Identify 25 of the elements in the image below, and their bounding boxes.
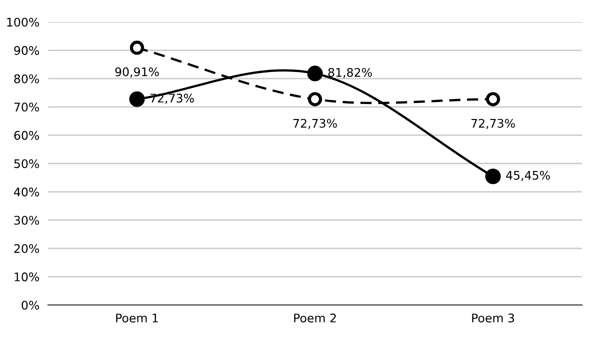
data-label: 81,82% <box>328 68 372 78</box>
point <box>485 168 501 184</box>
x-tick-label: Poem 2 <box>294 314 336 322</box>
y-tick-label: 10% <box>14 272 40 282</box>
point <box>307 66 323 82</box>
y-tick-label: 90% <box>14 46 40 55</box>
point <box>129 91 145 107</box>
x-tick-label: Poem 1 <box>116 314 158 322</box>
y-tick-label: 50% <box>14 159 40 168</box>
y-tick-label: 100% <box>7 18 40 27</box>
data-label: 90,91% <box>115 67 159 78</box>
point <box>130 40 144 55</box>
y-tick-label: 0% <box>22 300 40 310</box>
y-tick-label: 30% <box>14 216 40 225</box>
point <box>308 92 322 106</box>
y-tick-label: 40% <box>14 188 40 196</box>
y-tick-label: 60% <box>14 130 40 140</box>
data-label: 72,73% <box>471 118 515 129</box>
y-tick-label: 70% <box>14 102 40 112</box>
y-tick-label: 20% <box>14 244 40 254</box>
point <box>486 92 500 106</box>
x-tick-label: Poem 3 <box>472 314 514 322</box>
data-label: 45,45% <box>506 170 550 182</box>
data-label: 72,73% <box>293 118 337 129</box>
y-tick-label: 80% <box>14 74 40 84</box>
